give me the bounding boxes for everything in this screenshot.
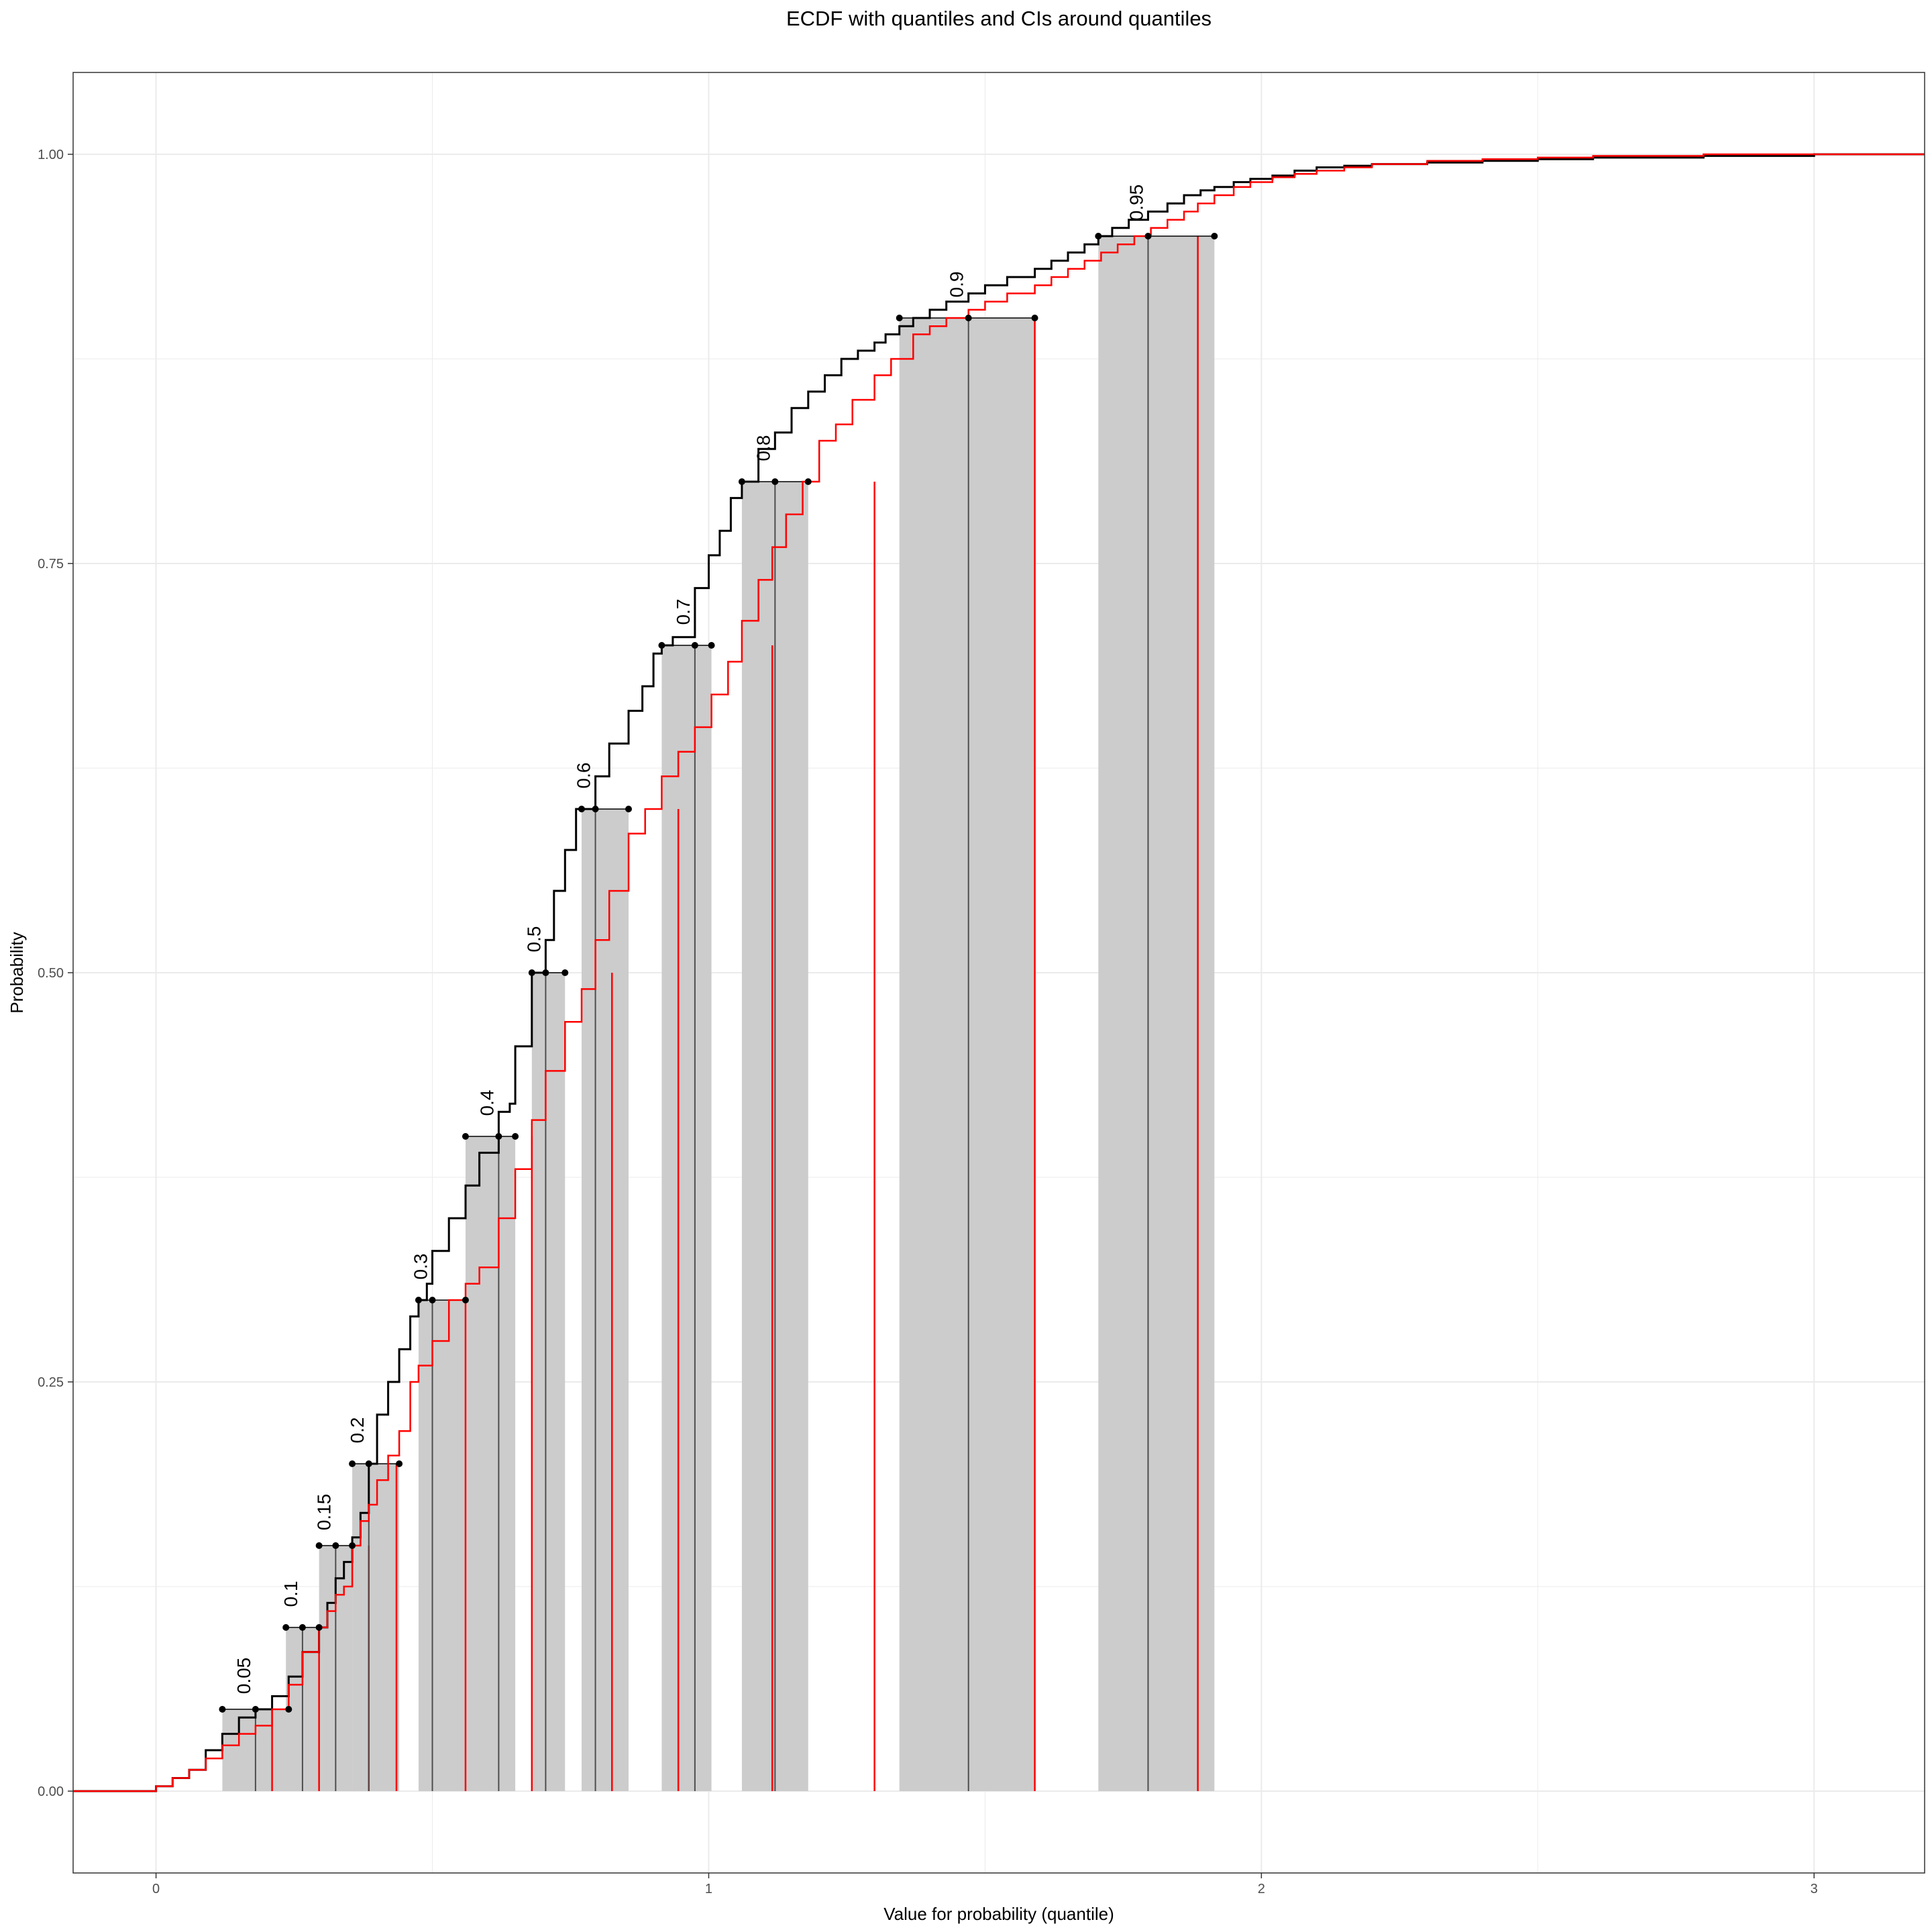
quantile-label: 0.9 (947, 272, 967, 298)
quantile-label: 0.7 (673, 599, 694, 625)
x-tick-label: 0 (152, 1882, 160, 1896)
ci-endpoint (512, 1133, 519, 1140)
quantile-point (332, 1542, 339, 1549)
ci-band (661, 645, 712, 1791)
x-tick-label: 3 (1811, 1882, 1818, 1896)
ci-endpoint (708, 642, 715, 649)
quantile-point (365, 1460, 372, 1467)
ci-endpoint (462, 1133, 469, 1140)
ci-endpoint (1031, 315, 1038, 321)
ci-endpoint (528, 969, 535, 976)
quantile-label: 0.5 (523, 926, 544, 953)
ecdf-series (73, 153, 1925, 1792)
quantile-label: 0.95 (1126, 184, 1146, 221)
ci-endpoint (578, 806, 585, 812)
y-tick-label: 1.00 (38, 148, 64, 162)
ci-endpoint (396, 1460, 403, 1467)
quantile-point (542, 969, 549, 976)
ci-endpoint (349, 1460, 356, 1467)
ci-endpoint (315, 1624, 323, 1631)
ci-bands (222, 236, 1215, 1791)
y-tick-label: 0.50 (38, 966, 64, 981)
axis-ticks: 0 1 2 3 0.00 0.25 0.50 0.75 1.00 (38, 148, 1818, 1896)
ci-endpoint (658, 642, 665, 649)
ci-band (581, 809, 629, 1791)
ci-endpoint (896, 315, 903, 321)
y-tick-label: 0.25 (38, 1375, 64, 1390)
quantile-points (219, 233, 1218, 1713)
ci-band (352, 1464, 400, 1791)
ecdf-step-line (73, 153, 1925, 1792)
ci-endpoint (349, 1542, 356, 1549)
ci-endpoint (285, 1706, 292, 1713)
x-tick-label: 1 (705, 1882, 712, 1896)
quantile-point (691, 642, 698, 649)
quantile-label: 0.2 (347, 1417, 368, 1444)
quantile-labels: 0.05 0.1 0.15 0.2 0.3 0.4 0.5 0.6 0.7 0.8 0.9 0.95 (233, 184, 1147, 1695)
x-tick-label: 2 (1258, 1882, 1265, 1896)
ci-endpoint (1211, 233, 1218, 239)
quantile-point (592, 806, 599, 812)
x-axis-title: Value for probability (quantile) (883, 1904, 1114, 1924)
quantile-label: 0.8 (753, 435, 773, 462)
ci-endpoint (1095, 233, 1102, 239)
quantile-label: 0.05 (233, 1658, 254, 1695)
quantile-point (252, 1706, 259, 1713)
quantile-point (965, 315, 972, 321)
chart-title: ECDF with quantiles and CIs around quant… (786, 7, 1212, 30)
ci-band (1098, 236, 1215, 1791)
ci-band (465, 1136, 516, 1791)
ci-endpoint (315, 1542, 323, 1549)
quantile-label: 0.15 (313, 1494, 334, 1531)
quantile-label: 0.4 (476, 1090, 497, 1116)
quantile-point (1144, 233, 1152, 239)
ci-band (899, 318, 1035, 1791)
ci-band (418, 1300, 466, 1791)
ci-endpoint (282, 1624, 290, 1631)
quantile-label: 0.1 (280, 1581, 301, 1607)
quantile-label: 0.3 (411, 1254, 431, 1280)
y-axis-title: Probability (7, 932, 27, 1013)
ci-endpoint (738, 478, 745, 485)
ci-endpoint (804, 478, 812, 485)
quantile-point (495, 1133, 502, 1140)
ci-band (531, 973, 566, 1791)
ci-endpoint (219, 1706, 226, 1713)
ci-endpoint (415, 1297, 422, 1303)
quantile-point (299, 1624, 306, 1631)
reference-step-line (73, 153, 1925, 1792)
quantile-point (771, 478, 779, 485)
quantile-point (429, 1297, 436, 1303)
ci-endpoint (625, 806, 632, 812)
ci-endpoint (561, 969, 569, 976)
y-tick-label: 0.00 (38, 1784, 64, 1799)
quantile-label: 0.6 (574, 763, 594, 789)
y-tick-label: 0.75 (38, 557, 64, 572)
ci-endpoint (462, 1297, 469, 1303)
